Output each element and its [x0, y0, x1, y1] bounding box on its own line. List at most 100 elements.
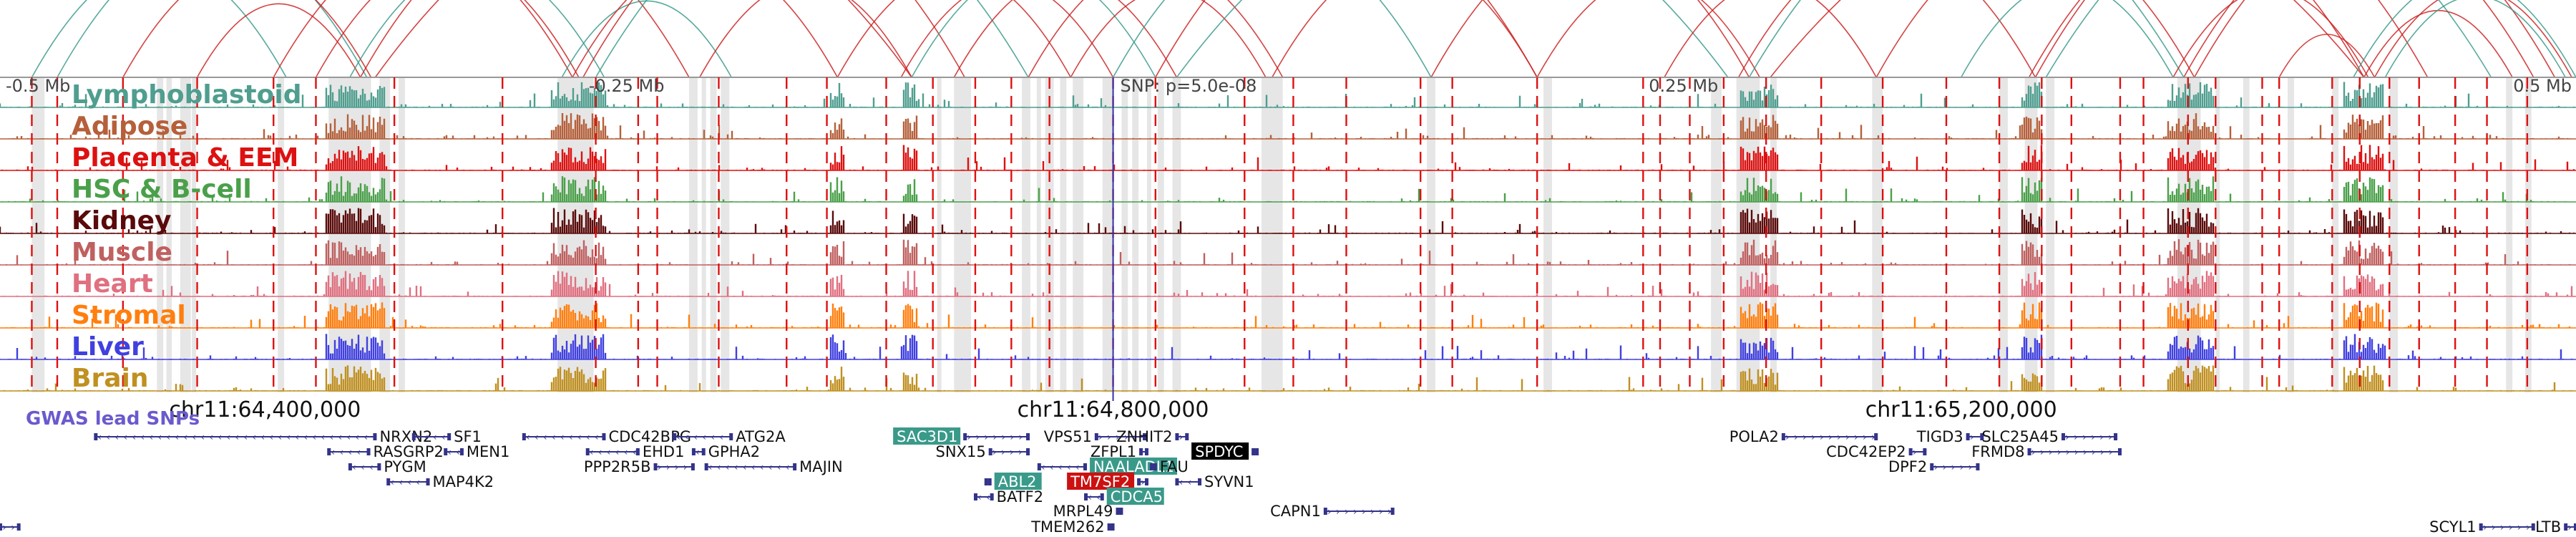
- gene-exon: [2027, 448, 2031, 455]
- gene-exon: [1980, 433, 1984, 440]
- strand-arrow: ›: [1107, 432, 1111, 443]
- strand-arrow: ›: [1785, 432, 1790, 443]
- chromatin-loop-arc: [2363, 10, 2513, 78]
- strand-arrow: ‹: [702, 432, 706, 443]
- gene-label: SF1: [454, 428, 482, 445]
- strand-arrow: ‹: [132, 432, 137, 443]
- coordinate-label: chr11:65,200,000: [1865, 397, 2057, 422]
- strand-arrow: ‹: [287, 432, 291, 443]
- gene-label: LTB: [2535, 518, 2561, 536]
- gene-exon: [704, 463, 708, 470]
- strand-arrow: ‹: [330, 432, 334, 443]
- gene-label: ATG2A: [736, 428, 786, 445]
- track-label: Brain: [72, 364, 148, 393]
- strand-arrow: ›: [1133, 432, 1137, 443]
- strand-arrow: ‹: [526, 432, 530, 443]
- chromatin-loop-arc: [1112, 0, 1432, 78]
- highlight-region: [1073, 77, 1084, 392]
- strand-arrow: ‹: [633, 447, 637, 458]
- highlight-region: [2215, 77, 2220, 392]
- strand-arrow: ‹: [977, 492, 982, 503]
- gene-exon: [1153, 463, 1157, 470]
- strand-arrow: ›: [1018, 432, 1023, 443]
- highlight-region: [2177, 77, 2201, 392]
- strand-arrow: ›: [1010, 432, 1014, 443]
- chromatin-loop-arc: [1737, 0, 2036, 78]
- strand-arrow: ›: [1933, 462, 1938, 473]
- highlight-region: [2288, 77, 2294, 392]
- gene-label: SYVN1: [1204, 473, 1254, 490]
- strand-arrow: ›: [1370, 506, 1375, 518]
- strand-arrow: ‹: [399, 477, 403, 488]
- strand-arrow: ‹: [777, 462, 781, 473]
- highlight-region: [1022, 77, 1030, 392]
- gene-exon: [522, 433, 526, 440]
- strand-arrow: ›: [2, 522, 6, 533]
- chromatin-loop-arc: [57, 0, 368, 78]
- strand-arrow: ‹: [1041, 462, 1045, 473]
- gene-highlight-box: [994, 473, 1042, 490]
- strand-arrow: ‹: [124, 432, 128, 443]
- strand-arrow: ›: [1345, 506, 1349, 518]
- accessibility-signal: [0, 239, 2571, 265]
- chromatin-loop-arc: [2045, 0, 2492, 78]
- accessibility-signal: [5, 302, 2573, 328]
- gene-label: FAU: [1160, 458, 1189, 475]
- strand-arrow: ‹: [1088, 492, 1092, 503]
- gene-exon: [1175, 478, 1179, 485]
- gene-label: SAC3D1: [897, 428, 957, 445]
- strand-arrow: ›: [1942, 462, 1946, 473]
- gene-exon: [1255, 448, 1259, 455]
- gene-label: POLA2: [1729, 428, 1779, 445]
- strand-arrow: ‹: [717, 462, 721, 473]
- strand-arrow: ›: [2091, 432, 2095, 443]
- gene-exon: [1107, 523, 1111, 531]
- strand-arrow: ‹: [416, 477, 420, 488]
- chromatin-loop-arcs: [31, 0, 2576, 78]
- gene-exon: [1781, 433, 1785, 440]
- strand-arrow: ›: [967, 432, 971, 443]
- gene-exon: [1198, 478, 1202, 485]
- strand-arrow: ‹: [227, 432, 231, 443]
- chromatin-loop-arc: [2384, 0, 2566, 78]
- highlight-region: [1427, 77, 1435, 392]
- gene-exon: [1149, 463, 1153, 470]
- strand-arrow: ›: [1010, 447, 1014, 458]
- highlight-region: [2332, 77, 2339, 392]
- strand-arrow: ›: [1968, 462, 1972, 473]
- strand-arrow: ‹: [615, 447, 620, 458]
- highlight-region: [1172, 77, 1181, 392]
- chromatin-loop-arc: [1028, 0, 1284, 78]
- coordinate-axis: chr11:64,400,000 chr11:64,800,000 chr11:…: [169, 397, 2057, 422]
- accessibility-signal: [0, 208, 2575, 233]
- gene-exon: [988, 448, 992, 455]
- gene-exon: [1084, 493, 1088, 500]
- gene-exon: [1139, 448, 1143, 455]
- strand-arrow: ‹: [218, 432, 223, 443]
- strand-arrow: ‹: [769, 462, 773, 473]
- gene-label: CAPN1: [1270, 503, 1321, 520]
- strand-arrow: ›: [2109, 447, 2113, 458]
- strand-arrow: ›: [1179, 432, 1184, 443]
- chromatin-loop-arc: [349, 0, 605, 78]
- track-label: Muscle: [72, 238, 172, 267]
- highlight-region: [2046, 77, 2055, 392]
- strand-arrow: ›: [2083, 447, 2087, 458]
- chromatin-loop-arc: [315, 0, 580, 78]
- coordinate-label: chr11:64,400,000: [169, 397, 361, 422]
- strand-arrow: ›: [2049, 447, 2053, 458]
- strand-arrow: ›: [2500, 522, 2504, 533]
- track-label: Lymphoblastoid: [72, 80, 302, 110]
- strand-arrow: ›: [2065, 432, 2069, 443]
- gene-exon: [729, 433, 733, 440]
- snp-pvalue-label: SNP: p=5.0e-08: [1121, 76, 1257, 96]
- strand-arrow: ‹: [726, 462, 730, 473]
- gene-label: PPP2R5B: [584, 458, 651, 475]
- strand-arrow: ‹: [175, 432, 180, 443]
- strand-arrow: ‹: [270, 432, 274, 443]
- strand-arrow: ‹: [158, 432, 162, 443]
- gene-exon: [635, 448, 640, 455]
- gene-exon: [1094, 433, 1098, 440]
- chromatin-loop-arc: [911, 0, 1156, 78]
- strand-arrow: ‹: [441, 432, 446, 443]
